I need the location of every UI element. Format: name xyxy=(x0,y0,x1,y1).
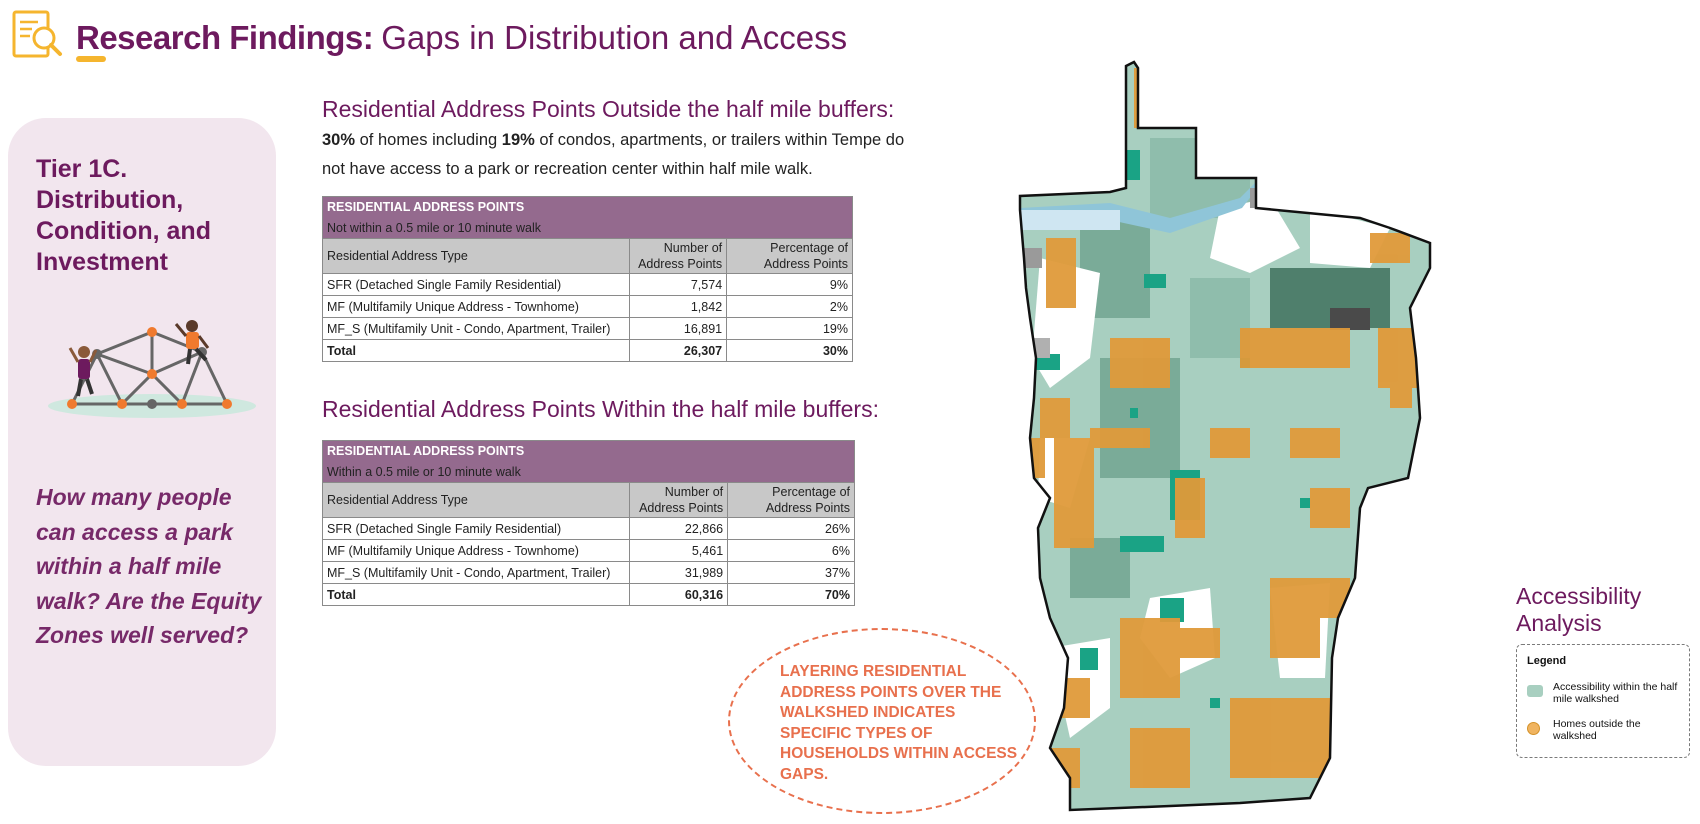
row-percentage: 9% xyxy=(726,273,853,296)
total-label: Total xyxy=(321,339,631,362)
col-header-percentage: Percentage of Address Points xyxy=(726,238,853,274)
row-number: 31,989 xyxy=(629,561,729,584)
row-number: 16,891 xyxy=(629,317,728,340)
table-header: RESIDENTIAL ADDRESS POINTS xyxy=(322,196,853,218)
row-type: MF_S (Multifamily Unit - Condo, Apartmen… xyxy=(321,317,631,340)
table-row: SFR (Detached Single Family Residential)… xyxy=(321,273,853,296)
row-percentage: 2% xyxy=(726,295,853,318)
table-row: SFR (Detached Single Family Residential)… xyxy=(321,517,855,540)
desc-rest: of condos, apartments, or trailers withi… xyxy=(322,131,905,178)
row-type: SFR (Detached Single Family Residential) xyxy=(321,517,631,540)
legend-label: Accessibility within the half mile walks… xyxy=(1553,681,1678,705)
total-number: 26,307 xyxy=(629,339,728,362)
kids-climbing-dome-illustration xyxy=(48,320,256,418)
page-title-light: Gaps in Distribution and Access xyxy=(381,19,848,56)
total-percentage: 30% xyxy=(726,339,853,362)
col-header-number: Number of Address Points xyxy=(629,238,728,274)
table-row: MF (Multifamily Unique Address - Townhom… xyxy=(321,295,853,318)
table-row: MF_S (Multifamily Unit - Condo, Apartmen… xyxy=(321,317,853,340)
row-percentage: 19% xyxy=(726,317,853,340)
row-percentage: 26% xyxy=(727,517,855,540)
total-number: 60,316 xyxy=(629,583,729,606)
map-regions xyxy=(1020,62,1430,810)
row-type: SFR (Detached Single Family Residential) xyxy=(321,273,631,296)
row-type: MF_S (Multifamily Unit - Condo, Apartmen… xyxy=(321,561,631,584)
row-number: 1,842 xyxy=(629,295,728,318)
tier-card: Tier 1C. Distribution, Condition, and In… xyxy=(8,118,276,766)
col-header-type: Residential Address Type xyxy=(321,482,631,518)
tier-title: Tier 1C. Distribution, Condition, and In… xyxy=(36,155,211,276)
desc-pct-homes: 30% xyxy=(322,131,356,149)
total-label: Total xyxy=(321,583,631,606)
within-table: RESIDENTIAL ADDRESS POINTS Within a 0.5 … xyxy=(321,440,855,606)
desc-mid: of homes including xyxy=(355,131,502,149)
row-type: MF (Multifamily Unique Address - Townhom… xyxy=(321,539,631,562)
col-header-percentage: Percentage of Address Points xyxy=(727,482,855,518)
homes-swatch xyxy=(1527,722,1540,735)
outside-table: RESIDENTIAL ADDRESS POINTS Not within a … xyxy=(321,196,853,362)
legend-label: Homes outside the walkshed xyxy=(1553,718,1641,742)
desc-pct-condos: 19% xyxy=(501,131,535,149)
table-header: RESIDENTIAL ADDRESS POINTS xyxy=(322,440,855,462)
legend-item-homes: Homes outside the walkshed xyxy=(1527,718,1687,744)
page-title-bold: Research Findings: xyxy=(76,19,374,56)
page-title: Research Findings: Gaps in Distribution a… xyxy=(76,16,847,60)
legend-title: Legend xyxy=(1527,655,1567,667)
row-percentage: 37% xyxy=(727,561,855,584)
row-percentage: 6% xyxy=(727,539,855,562)
table-total-row: Total 60,316 70% xyxy=(321,583,855,606)
row-number: 5,461 xyxy=(629,539,729,562)
col-header-type: Residential Address Type xyxy=(321,238,631,274)
row-type: MF (Multifamily Unique Address - Townhom… xyxy=(321,295,631,318)
within-section-title: Residential Address Points Within the ha… xyxy=(322,396,879,422)
total-percentage: 70% xyxy=(727,583,855,606)
title-accent-bar xyxy=(76,56,106,62)
table-row: MF_S (Multifamily Unit - Condo, Apartmen… xyxy=(321,561,855,584)
callout-ellipse: Layering residential address points over… xyxy=(728,628,1036,814)
table-subheader: Within a 0.5 mile or 10 minute walk xyxy=(322,461,855,483)
research-magnifier-icon xyxy=(12,10,62,58)
outside-description: 30% of homes including 19% of condos, ap… xyxy=(322,126,922,184)
tier-question: How many people can access a park within… xyxy=(36,484,262,648)
map-legend: Legend Accessibility within the half mil… xyxy=(1516,644,1690,758)
row-number: 7,574 xyxy=(629,273,728,296)
legend-item-walkshed: Accessibility within the half mile walks… xyxy=(1527,681,1687,707)
row-number: 22,866 xyxy=(629,517,729,540)
table-total-row: Total 26,307 30% xyxy=(321,339,853,362)
table-row: MF (Multifamily Unique Address - Townhom… xyxy=(321,539,855,562)
accessibility-map xyxy=(1018,60,1432,812)
analysis-title: Accessibility Analysis xyxy=(1516,583,1642,636)
walkshed-swatch xyxy=(1527,685,1543,697)
table-subheader: Not within a 0.5 mile or 10 minute walk xyxy=(322,217,853,239)
col-header-number: Number of Address Points xyxy=(629,482,729,518)
outside-section-title: Residential Address Points Outside the h… xyxy=(322,96,895,122)
callout-text: Layering residential address points over… xyxy=(780,663,1018,783)
